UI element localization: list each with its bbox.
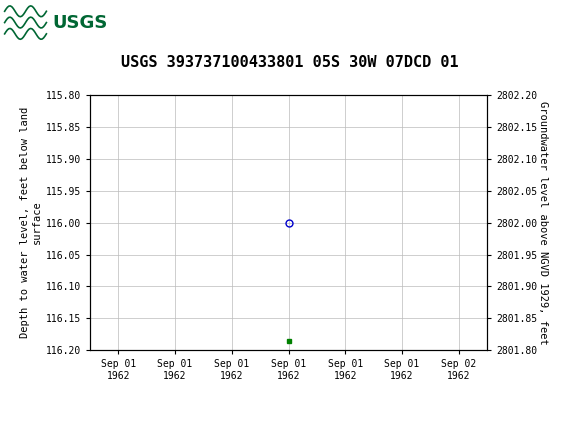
FancyBboxPatch shape xyxy=(3,3,78,42)
Y-axis label: Depth to water level, feet below land
surface: Depth to water level, feet below land su… xyxy=(20,107,41,338)
Text: USGS 393737100433801 05S 30W 07DCD 01: USGS 393737100433801 05S 30W 07DCD 01 xyxy=(121,55,459,70)
Y-axis label: Groundwater level above NGVD 1929, feet: Groundwater level above NGVD 1929, feet xyxy=(538,101,549,344)
Text: USGS: USGS xyxy=(52,14,107,31)
